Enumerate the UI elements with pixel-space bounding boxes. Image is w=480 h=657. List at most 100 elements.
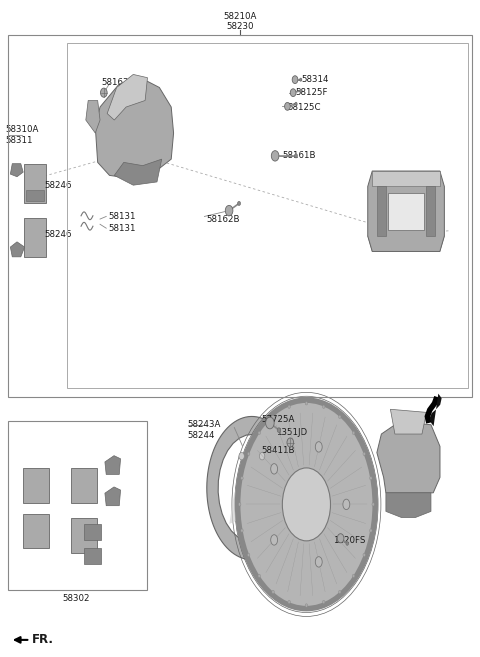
Circle shape bbox=[288, 600, 290, 604]
Bar bbox=[24, 164, 46, 203]
Text: 58210A: 58210A bbox=[223, 12, 257, 21]
Circle shape bbox=[338, 415, 341, 419]
Bar bbox=[8, 35, 472, 397]
Bar bbox=[23, 514, 49, 548]
Ellipse shape bbox=[315, 556, 322, 567]
Polygon shape bbox=[430, 394, 442, 426]
Circle shape bbox=[305, 604, 308, 607]
Text: 58246: 58246 bbox=[45, 229, 72, 238]
Circle shape bbox=[241, 529, 243, 532]
Circle shape bbox=[247, 452, 250, 455]
Bar bbox=[24, 217, 46, 257]
Circle shape bbox=[272, 590, 274, 594]
Text: 58125F: 58125F bbox=[296, 88, 328, 97]
Polygon shape bbox=[107, 74, 147, 120]
Circle shape bbox=[300, 78, 302, 81]
Circle shape bbox=[272, 415, 274, 419]
Polygon shape bbox=[368, 171, 444, 252]
Circle shape bbox=[271, 150, 279, 161]
Text: 58243A: 58243A bbox=[188, 420, 221, 430]
Circle shape bbox=[305, 401, 308, 405]
Text: 1220FS: 1220FS bbox=[333, 535, 365, 545]
Polygon shape bbox=[105, 487, 120, 506]
Ellipse shape bbox=[271, 535, 277, 545]
Circle shape bbox=[239, 503, 241, 506]
Text: 58246: 58246 bbox=[45, 181, 72, 190]
Ellipse shape bbox=[243, 474, 261, 503]
Bar bbox=[26, 190, 44, 202]
Circle shape bbox=[265, 417, 274, 429]
Ellipse shape bbox=[315, 442, 322, 452]
Text: 58125C: 58125C bbox=[288, 102, 321, 112]
Circle shape bbox=[277, 428, 281, 432]
Polygon shape bbox=[207, 417, 297, 560]
Polygon shape bbox=[11, 242, 24, 257]
Text: 58314: 58314 bbox=[301, 75, 329, 84]
Ellipse shape bbox=[238, 400, 375, 608]
Circle shape bbox=[292, 76, 298, 83]
Ellipse shape bbox=[282, 468, 331, 541]
Polygon shape bbox=[388, 193, 424, 230]
Bar bbox=[71, 468, 97, 503]
Circle shape bbox=[287, 438, 294, 447]
Text: 58244: 58244 bbox=[188, 431, 216, 440]
Polygon shape bbox=[229, 466, 252, 524]
Polygon shape bbox=[84, 524, 101, 540]
Circle shape bbox=[239, 453, 244, 460]
Circle shape bbox=[300, 89, 302, 92]
Text: 58131: 58131 bbox=[108, 223, 136, 233]
Circle shape bbox=[259, 453, 265, 460]
Text: 58311: 58311 bbox=[5, 137, 33, 145]
Circle shape bbox=[370, 476, 372, 480]
Circle shape bbox=[337, 533, 344, 543]
Text: 57725A: 57725A bbox=[261, 415, 295, 424]
Circle shape bbox=[363, 452, 365, 455]
Text: FR.: FR. bbox=[32, 633, 54, 646]
Text: 58411B: 58411B bbox=[261, 447, 295, 455]
Circle shape bbox=[323, 600, 325, 604]
Bar bbox=[23, 468, 49, 503]
Polygon shape bbox=[84, 548, 101, 564]
Circle shape bbox=[370, 529, 372, 532]
Polygon shape bbox=[372, 171, 440, 187]
Circle shape bbox=[247, 553, 250, 556]
Circle shape bbox=[352, 431, 355, 434]
Text: 58161B: 58161B bbox=[283, 151, 316, 160]
Circle shape bbox=[290, 89, 296, 97]
Polygon shape bbox=[426, 187, 435, 236]
Circle shape bbox=[238, 201, 240, 206]
Circle shape bbox=[288, 405, 290, 409]
Circle shape bbox=[338, 590, 341, 594]
Polygon shape bbox=[11, 164, 23, 177]
Polygon shape bbox=[114, 159, 162, 185]
Polygon shape bbox=[386, 493, 431, 518]
Circle shape bbox=[346, 541, 348, 545]
Polygon shape bbox=[377, 422, 440, 493]
Text: 58310A: 58310A bbox=[5, 125, 38, 134]
Circle shape bbox=[241, 476, 243, 480]
Bar bbox=[71, 518, 97, 553]
Polygon shape bbox=[377, 187, 386, 236]
Circle shape bbox=[285, 102, 290, 110]
Circle shape bbox=[363, 553, 365, 556]
Text: 58230: 58230 bbox=[226, 22, 254, 31]
Polygon shape bbox=[105, 456, 120, 474]
Circle shape bbox=[225, 206, 233, 215]
Circle shape bbox=[258, 574, 261, 578]
Text: 1351JD: 1351JD bbox=[276, 428, 307, 437]
Circle shape bbox=[100, 88, 107, 97]
Polygon shape bbox=[96, 78, 174, 179]
Circle shape bbox=[258, 431, 261, 434]
Text: 58162B: 58162B bbox=[207, 215, 240, 223]
Circle shape bbox=[294, 154, 298, 158]
Circle shape bbox=[352, 574, 355, 578]
Text: 58163B: 58163B bbox=[101, 78, 135, 87]
Ellipse shape bbox=[343, 499, 350, 510]
Bar bbox=[8, 421, 147, 591]
Text: 58131: 58131 bbox=[108, 212, 136, 221]
Circle shape bbox=[372, 503, 374, 506]
Ellipse shape bbox=[271, 464, 277, 474]
Polygon shape bbox=[390, 409, 426, 434]
Bar bbox=[67, 43, 468, 388]
Text: 58302: 58302 bbox=[62, 594, 90, 602]
